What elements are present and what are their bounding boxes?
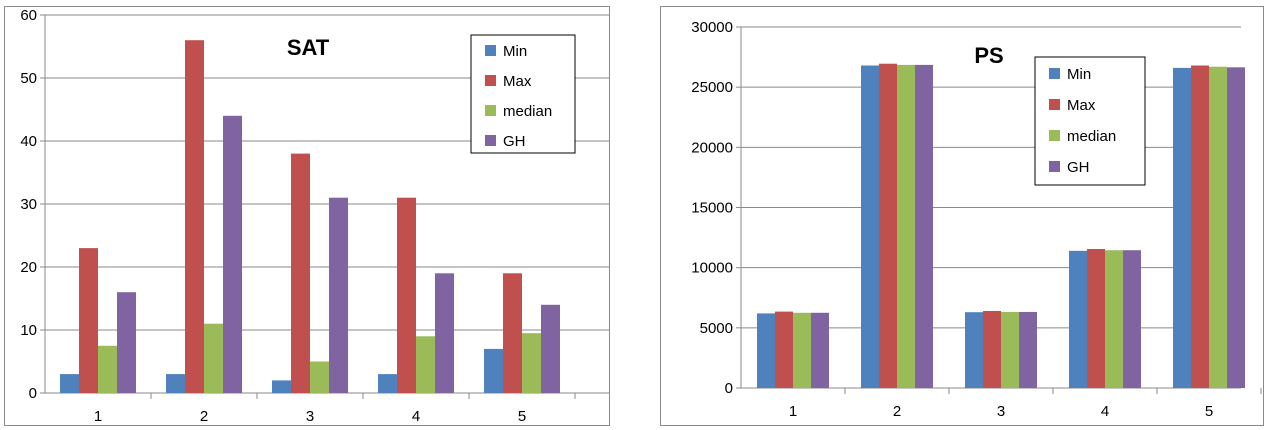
ps-bar-min-3 bbox=[965, 312, 983, 388]
sat-x-tick-label: 3 bbox=[306, 408, 314, 425]
ps-y-tick-label: 15000 bbox=[691, 200, 733, 217]
sat-bar-max-2 bbox=[185, 40, 204, 393]
ps-bar-min-5 bbox=[1173, 67, 1191, 388]
ps-x-tick-label: 1 bbox=[789, 403, 797, 420]
sat-bar-median-4 bbox=[416, 336, 435, 393]
sat-bar-median-3 bbox=[310, 361, 329, 393]
ps-x-tick-label: 2 bbox=[893, 403, 901, 420]
sat-bar-max-4 bbox=[397, 197, 416, 393]
sat-bar-median-1 bbox=[98, 345, 117, 393]
ps-y-tick-label: 10000 bbox=[691, 260, 733, 277]
ps-bar-min-1 bbox=[757, 313, 775, 388]
sat-y-tick-label: 20 bbox=[20, 259, 37, 276]
ps-bar-min-2 bbox=[861, 65, 879, 389]
sat-chart-title: SAT bbox=[287, 35, 330, 60]
sat-bar-min-5 bbox=[484, 348, 503, 393]
sat-x-tick-label: 1 bbox=[94, 408, 102, 425]
sat-legend-label-min: Min bbox=[503, 43, 527, 60]
ps-bar-gh-3 bbox=[1019, 311, 1037, 388]
ps-chart-title: PS bbox=[974, 43, 1003, 68]
sat-legend-label-median: median bbox=[503, 103, 552, 120]
ps-y-tick-label: 30000 bbox=[691, 19, 733, 36]
sat-x-tick-label: 4 bbox=[412, 408, 420, 425]
sat-x-tick-label: 5 bbox=[518, 408, 526, 425]
ps-bar-max-2 bbox=[879, 63, 897, 389]
sat-bar-gh-1 bbox=[117, 292, 136, 393]
sat-chart-svg: 0 10 20 30 40 50 60 1 2 3 4 5 SAT Min Max median GH bbox=[20, 7, 609, 425]
ps-x-tick-label: 5 bbox=[1205, 403, 1213, 420]
ps-bar-min-4 bbox=[1069, 250, 1087, 388]
sat-y-tick-label: 10 bbox=[20, 322, 37, 339]
ps-y-tick-label: 25000 bbox=[691, 79, 733, 96]
sat-bar-gh-5 bbox=[541, 304, 560, 393]
ps-bar-max-1 bbox=[775, 311, 793, 388]
sat-legend-swatch-median bbox=[485, 105, 496, 116]
ps-legend-label-max: Max bbox=[1067, 97, 1096, 114]
sat-bar-median-2 bbox=[204, 323, 223, 393]
ps-bar-median-3 bbox=[1001, 311, 1019, 388]
sat-legend-swatch-max bbox=[485, 75, 496, 86]
sat-bar-min-3 bbox=[272, 380, 291, 393]
ps-bar-max-3 bbox=[983, 310, 1001, 388]
sat-y-tick-label: 40 bbox=[20, 133, 37, 150]
sat-legend-label-max: Max bbox=[503, 73, 532, 90]
sat-legend-label-gh: GH bbox=[503, 133, 526, 150]
sat-x-tick-label: 2 bbox=[200, 408, 208, 425]
sat-y-tick-label: 0 bbox=[29, 385, 37, 402]
ps-bar-median-2 bbox=[897, 64, 915, 388]
sat-bar-min-1 bbox=[60, 374, 79, 393]
ps-chart-panel: 0 5000 10000 15000 20000 25000 30000 1 2 3 4 5 PS Min… bbox=[660, 6, 1264, 426]
ps-y-tick-label: 5000 bbox=[700, 320, 733, 337]
sat-bar-gh-4 bbox=[435, 273, 454, 393]
sat-y-tick-label: 30 bbox=[20, 196, 37, 213]
ps-legend-swatch-median bbox=[1049, 130, 1060, 141]
sat-y-tick-label: 50 bbox=[20, 70, 37, 87]
sat-bar-gh-2 bbox=[223, 115, 242, 394]
ps-legend-label-gh: GH bbox=[1067, 159, 1090, 176]
ps-y-tick-label: 0 bbox=[725, 380, 733, 397]
ps-bar-median-5 bbox=[1209, 66, 1227, 389]
ps-legend-label-median: median bbox=[1067, 128, 1116, 145]
ps-bar-max-4 bbox=[1087, 249, 1105, 388]
ps-legend-swatch-min bbox=[1049, 68, 1060, 79]
sat-bar-max-3 bbox=[291, 153, 310, 393]
ps-x-tick-label: 4 bbox=[1101, 403, 1109, 420]
sat-legend-swatch-min bbox=[485, 45, 496, 56]
sat-legend-swatch-gh bbox=[485, 135, 496, 146]
ps-bar-median-1 bbox=[793, 312, 811, 388]
sat-bar-min-4 bbox=[378, 374, 397, 393]
sat-bar-max-5 bbox=[503, 273, 522, 393]
ps-legend-label-min: Min bbox=[1067, 66, 1091, 83]
ps-bar-median-4 bbox=[1105, 250, 1123, 388]
ps-x-tick-label: 3 bbox=[997, 403, 1005, 420]
sat-y-tick-label: 60 bbox=[20, 7, 37, 24]
sat-bar-gh-3 bbox=[329, 197, 348, 393]
sat-chart-panel: 0 10 20 30 40 50 60 1 2 3 4 5 SAT Min Max median GH bbox=[4, 6, 610, 426]
ps-bar-gh-1 bbox=[811, 312, 829, 388]
ps-bar-max-5 bbox=[1191, 65, 1209, 389]
ps-legend-swatch-gh bbox=[1049, 161, 1060, 172]
sat-bar-median-5 bbox=[522, 333, 541, 393]
ps-bar-gh-4 bbox=[1123, 250, 1141, 388]
ps-legend-swatch-max bbox=[1049, 99, 1060, 110]
ps-chart-svg: 0 5000 10000 15000 20000 25000 30000 1 2 3 4 5 PS Min… bbox=[691, 19, 1262, 420]
sat-bar-max-1 bbox=[79, 248, 98, 393]
ps-y-tick-label: 20000 bbox=[691, 139, 733, 156]
ps-bar-gh-5 bbox=[1227, 67, 1245, 388]
ps-bar-gh-2 bbox=[915, 64, 933, 388]
sat-bar-min-2 bbox=[166, 374, 185, 393]
